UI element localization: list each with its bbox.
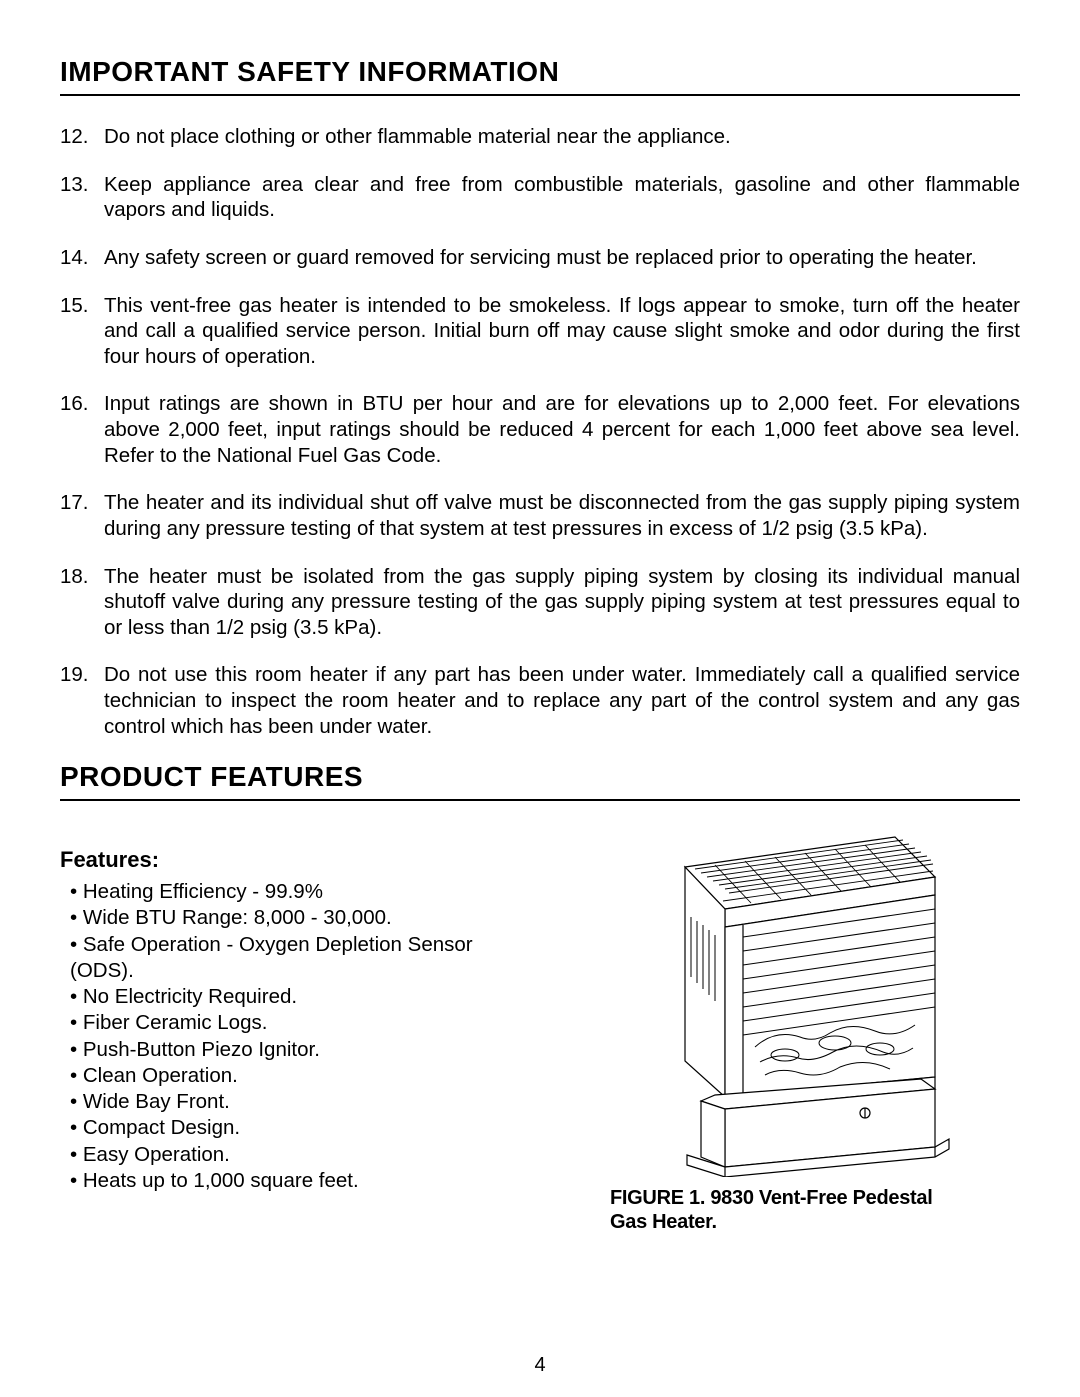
safety-list: 12.Do not place clothing or other flamma… — [60, 124, 1020, 739]
figure-caption-line1: FIGURE 1. 9830 Vent-Free Pedestal — [610, 1187, 932, 1209]
list-text: This vent-free gas heater is intended to… — [104, 293, 1020, 370]
figure-caption-line2: Gas Heater. — [610, 1211, 717, 1233]
list-text: The heater and its individual shut off v… — [104, 490, 1020, 541]
list-text: Keep appliance area clear and free from … — [104, 172, 1020, 223]
list-text: Do not use this room heater if any part … — [104, 662, 1020, 739]
list-number: 15. — [60, 293, 104, 319]
safety-item: 15.This vent-free gas heater is intended… — [60, 293, 1020, 370]
feature-item: Wide Bay Front. — [60, 1089, 540, 1115]
features-list: Heating Efficiency - 99.9% Wide BTU Rang… — [60, 879, 540, 1194]
heater-diagram — [625, 817, 965, 1177]
list-number: 12. — [60, 124, 104, 150]
features-title: PRODUCT FEATURES — [60, 761, 1020, 801]
safety-item: 18.The heater must be isolated from the … — [60, 564, 1020, 641]
feature-item: Easy Operation. — [60, 1142, 540, 1168]
list-number: 17. — [60, 490, 104, 516]
list-number: 14. — [60, 245, 104, 271]
list-number: 19. — [60, 662, 104, 688]
list-text: Input ratings are shown in BTU per hour … — [104, 391, 1020, 468]
feature-item: Fiber Ceramic Logs. — [60, 1010, 540, 1036]
safety-title: IMPORTANT SAFETY INFORMATION — [60, 56, 1020, 96]
figure-caption: FIGURE 1. 9830 Vent-Free Pedestal Gas He… — [570, 1187, 932, 1234]
safety-item: 19.Do not use this room heater if any pa… — [60, 662, 1020, 739]
safety-item: 14.Any safety screen or guard removed fo… — [60, 245, 1020, 271]
feature-item: Heating Efficiency - 99.9% — [60, 879, 540, 905]
document-page: IMPORTANT SAFETY INFORMATION 12.Do not p… — [0, 0, 1080, 1397]
list-text: Do not place clothing or other flammable… — [104, 124, 1020, 150]
feature-item: Compact Design. — [60, 1115, 540, 1141]
list-number: 16. — [60, 391, 104, 417]
safety-item: 16.Input ratings are shown in BTU per ho… — [60, 391, 1020, 468]
list-text: Any safety screen or guard removed for s… — [104, 245, 1020, 271]
safety-item: 13.Keep appliance area clear and free fr… — [60, 172, 1020, 223]
features-column: Features: Heating Efficiency - 99.9% Wid… — [60, 847, 540, 1194]
figure-column: FIGURE 1. 9830 Vent-Free Pedestal Gas He… — [570, 817, 1020, 1234]
list-text: The heater must be isolated from the gas… — [104, 564, 1020, 641]
list-number: 18. — [60, 564, 104, 590]
feature-item: Clean Operation. — [60, 1063, 540, 1089]
features-row: Features: Heating Efficiency - 99.9% Wid… — [60, 847, 1020, 1234]
list-number: 13. — [60, 172, 104, 198]
feature-item: No Electricity Required. — [60, 984, 540, 1010]
safety-item: 12.Do not place clothing or other flamma… — [60, 124, 1020, 150]
feature-item: Push-Button Piezo Ignitor. — [60, 1037, 540, 1063]
safety-item: 17.The heater and its individual shut of… — [60, 490, 1020, 541]
page-number: 4 — [0, 1354, 1080, 1377]
features-heading: Features: — [60, 847, 540, 873]
feature-item: Safe Operation - Oxygen Depletion Sensor… — [60, 932, 540, 984]
feature-item: Heats up to 1,000 square feet. — [60, 1168, 540, 1194]
feature-item: Wide BTU Range: 8,000 - 30,000. — [60, 905, 540, 931]
